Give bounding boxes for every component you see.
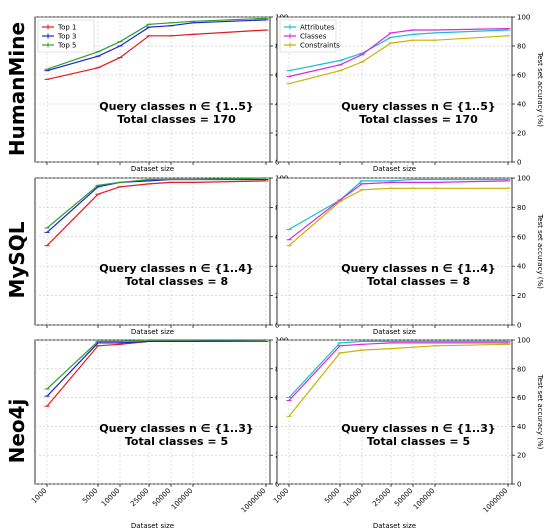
legend-label: Top 5 — [57, 42, 77, 50]
x-tick-label: 1000000 — [240, 487, 268, 515]
y-tick-label: 20 — [517, 292, 526, 300]
y-tick-label: 40 — [517, 423, 526, 431]
annotation-total-classes: Total classes = 170 — [359, 113, 478, 126]
y-tick-label: 0 — [517, 322, 521, 330]
legend-label: Constraints — [300, 42, 340, 50]
x-axis-label: Dataset size — [131, 522, 174, 530]
chart-panel-4: 0 20 40 60 80 100 Dataset size Test set accurac… — [276, 175, 544, 336]
chart-panel-5: 0204060801001000500010000250005000010000… — [30, 337, 288, 531]
legend-label: Attributes — [300, 24, 335, 32]
y-tick-label: 80 — [517, 204, 526, 212]
panels: 0 20 40 60 80 100 Dataset size Query classes n … — [30, 14, 544, 531]
plot-frame — [34, 177, 271, 326]
row-label-mysql: MySQL — [5, 221, 29, 298]
annotation-query-classes: Query classes n ∈ {1..3} — [341, 422, 495, 435]
legend-label: Top 1 — [57, 24, 77, 32]
y-tick-label: 60 — [517, 233, 526, 241]
x-axis-label: Dataset size — [131, 165, 174, 173]
x-tick-label: 100000 — [412, 487, 437, 512]
annotation-total-classes: Total classes = 5 — [125, 435, 228, 448]
legend-label: Top 3 — [57, 33, 77, 41]
plot-frame — [34, 339, 271, 485]
y-axis-label: Test set accuracy (%) — [536, 213, 544, 289]
y-tick-label: 20 — [517, 452, 526, 460]
x-tick-label: 25000 — [371, 487, 392, 508]
x-tick-label: 10000 — [342, 487, 363, 508]
row-label-neo4j: Neo4j — [5, 399, 29, 464]
plot-frame — [276, 177, 513, 326]
y-tick-label: 60 — [517, 72, 526, 80]
y-tick-label: 40 — [517, 263, 526, 271]
y-tick-label: 100 — [517, 14, 530, 22]
annotation-query-classes: Query classes n ∈ {1..5} — [99, 100, 253, 113]
y-tick-label: 100 — [517, 337, 530, 345]
annotation-total-classes: Total classes = 170 — [117, 113, 236, 126]
x-tick-label: 25000 — [129, 487, 150, 508]
x-axis-label: Dataset size — [373, 165, 416, 173]
x-tick-label: 10000 — [100, 487, 121, 508]
legend-box — [37, 19, 95, 53]
y-tick-label: 20 — [517, 130, 526, 138]
plot-frame — [276, 339, 513, 485]
y-axis-label: Test set accuracy (%) — [536, 51, 544, 127]
y-tick-label: 80 — [517, 43, 526, 51]
annotation-query-classes: Query classes n ∈ {1..4} — [99, 262, 253, 275]
y-axis-label: Test set accuracy (%) — [536, 374, 544, 450]
x-axis-label: Dataset size — [373, 522, 416, 530]
annotation-total-classes: Total classes = 5 — [367, 435, 470, 448]
chart-panel-2: 0 20 40 60 80 100 Dataset size Test set accurac… — [276, 14, 544, 173]
x-tick-label: 5000 — [81, 487, 99, 505]
x-axis-label: Dataset size — [131, 328, 174, 336]
y-tick-label: 0 — [275, 159, 279, 167]
annotation-total-classes: Total classes = 8 — [367, 275, 470, 288]
y-tick-label: 60 — [517, 394, 526, 402]
legend-box — [279, 19, 337, 53]
x-axis-label: Dataset size — [373, 328, 416, 336]
y-tick-label: 40 — [517, 101, 526, 109]
annotation-total-classes: Total classes = 8 — [125, 275, 228, 288]
x-tick-label: 1000000 — [482, 487, 510, 515]
x-tick-label: 100000 — [170, 487, 195, 512]
x-tick-label: 1000 — [30, 487, 48, 505]
annotation-query-classes: Query classes n ∈ {1..5} — [341, 100, 495, 113]
y-tick-label: 80 — [517, 365, 526, 373]
annotation-query-classes: Query classes n ∈ {1..4} — [341, 262, 495, 275]
annotation-query-classes: Query classes n ∈ {1..3} — [99, 422, 253, 435]
y-tick-label: 0 — [275, 322, 279, 330]
row-label-humanmine: HumanMine — [5, 22, 29, 156]
x-tick-label: 5000 — [323, 487, 341, 505]
legend-label: Classes — [300, 33, 327, 41]
y-tick-label: 0 — [517, 159, 521, 167]
y-tick-label: 100 — [517, 175, 530, 183]
y-tick-label: 0 — [517, 481, 521, 489]
y-tick-label: 0 — [275, 481, 279, 489]
x-tick-label: 1000 — [272, 487, 290, 505]
